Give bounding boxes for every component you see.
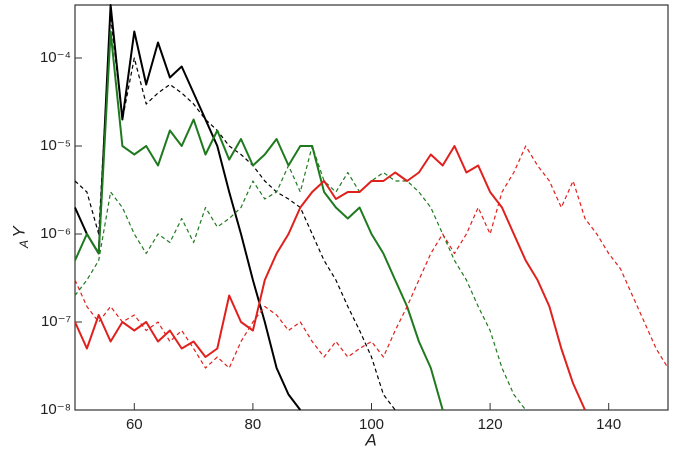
x-tick-label: 120 — [478, 416, 503, 433]
plot-frame — [74, 4, 669, 411]
data-line — [74, 145, 586, 411]
y-axis-label-sub: A — [17, 240, 31, 249]
y-tick-label: 10⁻⁶ — [40, 225, 71, 242]
x-axis-label: A — [364, 430, 376, 449]
y-tick-label: 10⁻⁵ — [40, 137, 71, 154]
x-tick-label: 100 — [359, 416, 384, 433]
x-tick-label: 140 — [596, 416, 621, 433]
data-line — [74, 145, 669, 369]
x-tick-label: 60 — [126, 416, 143, 433]
y-tick-label: 10⁻⁷ — [41, 313, 71, 330]
y-tick-label: 10⁻⁸ — [40, 401, 71, 418]
data-line — [74, 30, 444, 411]
y-tick-label: 10⁻⁴ — [40, 49, 71, 66]
data-line — [74, 4, 302, 411]
data-line — [74, 145, 527, 411]
y-axis-label: Y — [9, 225, 28, 238]
x-tick-label: 80 — [245, 416, 262, 433]
